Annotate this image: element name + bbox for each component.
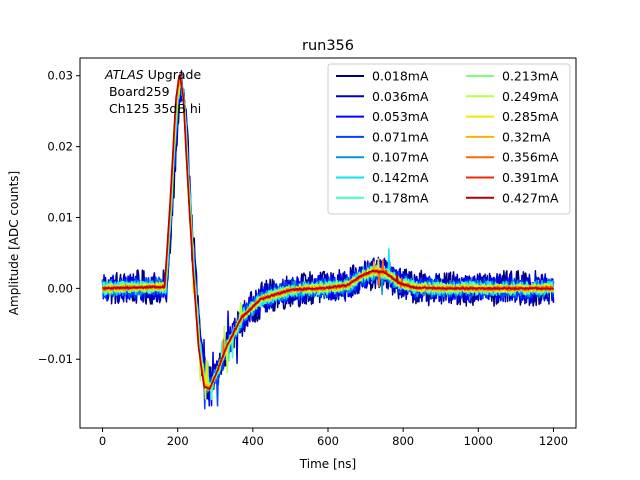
legend-label: 0.285mA	[502, 109, 559, 124]
legend-label: 0.213mA	[502, 69, 559, 84]
legend-label: 0.427mA	[502, 190, 559, 205]
x-axis: 0 200 400 600 800 1000 1200	[99, 428, 568, 448]
annotation-line-1: ATLAS Upgrade	[104, 67, 201, 82]
annotation-line-2: Board259	[105, 84, 170, 99]
y-tick-label: 0.00	[47, 281, 73, 295]
x-tick-label: 200	[167, 434, 189, 448]
y-tick-label: 0.01	[47, 210, 73, 224]
y-tick-label: −0.01	[38, 352, 73, 366]
atlas-annotation: ATLAS Upgrade Board259 Ch125 35dB hi	[104, 67, 201, 116]
legend-label: 0.249mA	[502, 89, 559, 104]
legend-box	[327, 63, 571, 215]
y-tick-label: 0.03	[47, 69, 73, 83]
x-tick-label: 0	[99, 434, 106, 448]
x-tick-label: 400	[242, 434, 264, 448]
legend-label: 0.178mA	[372, 190, 429, 205]
annotation-line-3: Ch125 35dB hi	[105, 101, 201, 116]
y-axis-label: Amplitude [ADC counts]	[7, 171, 21, 315]
legend-label: 0.036mA	[372, 89, 429, 104]
y-tick-label: 0.02	[47, 140, 73, 154]
x-tick-label: 600	[317, 434, 339, 448]
legend-label: 0.053mA	[372, 109, 429, 124]
x-tick-label: 800	[392, 434, 414, 448]
series-group	[101, 70, 555, 410]
chart-title: run356	[302, 38, 354, 54]
x-tick-label: 1200	[539, 434, 568, 448]
x-tick-label: 1000	[464, 434, 493, 448]
legend: 0.018mA 0.036mA 0.053mA 0.071mA 0.107mA 0.142…	[327, 63, 571, 215]
legend-label: 0.142mA	[372, 170, 429, 185]
x-axis-label: Time [ns]	[299, 457, 356, 471]
annotation-upgrade: Upgrade	[144, 67, 202, 82]
series-line	[102, 74, 554, 390]
y-axis: −0.01 0.00 0.01 0.02 0.03	[38, 69, 80, 366]
annotation-atlas: ATLAS	[104, 67, 144, 82]
legend-label: 0.071mA	[372, 129, 429, 144]
legend-label: 0.356mA	[502, 150, 559, 165]
legend-label: 0.32mA	[502, 129, 551, 144]
legend-label: 0.107mA	[372, 150, 429, 165]
legend-label: 0.018mA	[372, 69, 429, 84]
legend-label: 0.391mA	[502, 170, 559, 185]
